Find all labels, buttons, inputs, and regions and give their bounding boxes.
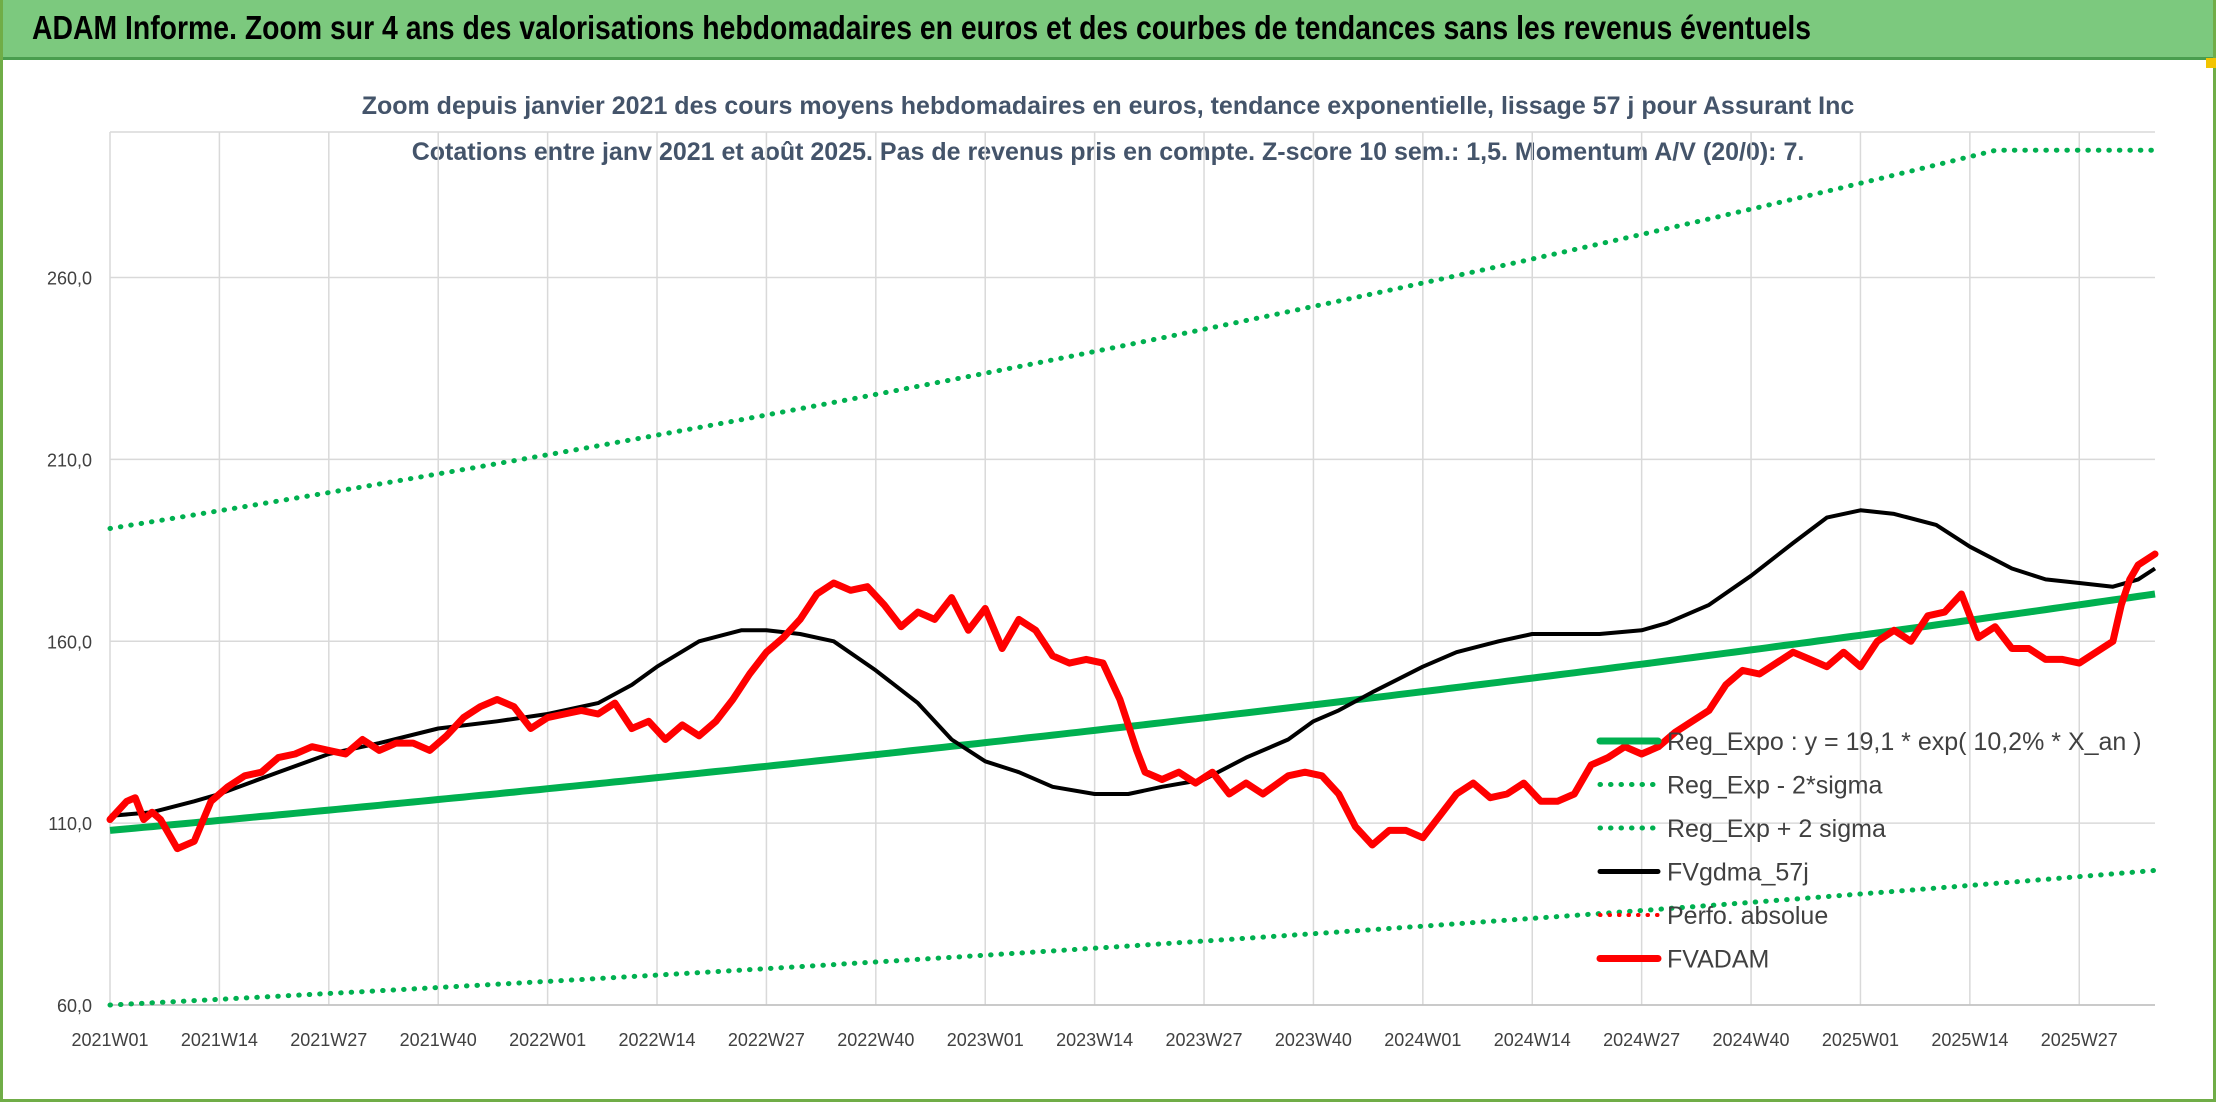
x-tick-label: 2021W14 — [181, 1030, 258, 1050]
report-header: ADAM Informe. Zoom sur 4 ans des valoris… — [0, 0, 2216, 60]
x-tick-label: 2021W27 — [290, 1030, 367, 1050]
x-tick-label: 2021W01 — [71, 1030, 148, 1050]
series-lower-band — [107, 867, 2158, 1008]
x-tick-label: 2024W40 — [1713, 1030, 1790, 1050]
y-axis-ticks: 60,0 110,0 160,0 210,0 260,0 — [47, 269, 92, 1017]
x-tick-label: 2022W01 — [509, 1030, 586, 1050]
legend-label: Reg_Exp + 2 sigma — [1667, 815, 1886, 843]
y-tick-label: 260,0 — [47, 269, 92, 289]
x-tick-label: 2023W40 — [1275, 1030, 1352, 1050]
grid-lines — [109, 131, 2155, 1006]
chart-legend: Reg_Expo : y = 19,1 * exp( 10,2% * X_an … — [1596, 728, 2142, 974]
x-tick-label: 2022W14 — [618, 1030, 695, 1050]
chart-title-line2: Cotations entre janv 2021 et août 2025. … — [412, 138, 1805, 166]
x-tick-label: 2024W27 — [1603, 1030, 1680, 1050]
chart-title-line1: Zoom depuis janvier 2021 des cours moyen… — [362, 92, 1855, 120]
y-tick-label: 210,0 — [47, 450, 92, 470]
series-fvadam — [106, 550, 2159, 853]
series-fvgdma — [109, 508, 2157, 818]
series-reg-expo — [109, 590, 2156, 834]
x-tick-label: 2024W01 — [1384, 1030, 1461, 1050]
legend-label: Reg_Expo : y = 19,1 * exp( 10,2% * X_an … — [1667, 728, 2142, 756]
corner-mark — [2206, 58, 2216, 68]
x-tick-label: 2023W01 — [947, 1030, 1024, 1050]
series-lines — [106, 147, 2159, 1008]
series-upper-band — [107, 147, 2158, 531]
y-tick-label: 110,0 — [48, 814, 92, 834]
x-tick-label: 2022W27 — [728, 1030, 805, 1050]
x-tick-label: 2025W27 — [2041, 1030, 2118, 1050]
x-tick-label: 2022W40 — [837, 1030, 914, 1050]
x-tick-label: 2025W01 — [1822, 1030, 1899, 1050]
legend-label: Perfo. absolue — [1667, 902, 1828, 930]
legend-label: FVgdma_57j — [1667, 859, 1809, 887]
legend-label: Reg_Exp - 2*sigma — [1667, 772, 1882, 800]
legend-label: FVADAM — [1667, 946, 1769, 974]
x-tick-label: 2025W14 — [1931, 1030, 2008, 1050]
x-tick-label: 2023W14 — [1056, 1030, 1133, 1050]
x-tick-label: 2023W27 — [1166, 1030, 1243, 1050]
x-axis-ticks: 2021W01 2021W14 2021W27 2021W40 2022W01 2022W… — [71, 1030, 2117, 1050]
x-tick-label: 2024W14 — [1494, 1030, 1571, 1050]
y-tick-label: 160,0 — [47, 632, 92, 652]
x-tick-label: 2021W40 — [400, 1030, 477, 1050]
report-title: ADAM Informe. Zoom sur 4 ans des valoris… — [32, 9, 1812, 46]
y-tick-label: 60,0 — [57, 996, 92, 1016]
